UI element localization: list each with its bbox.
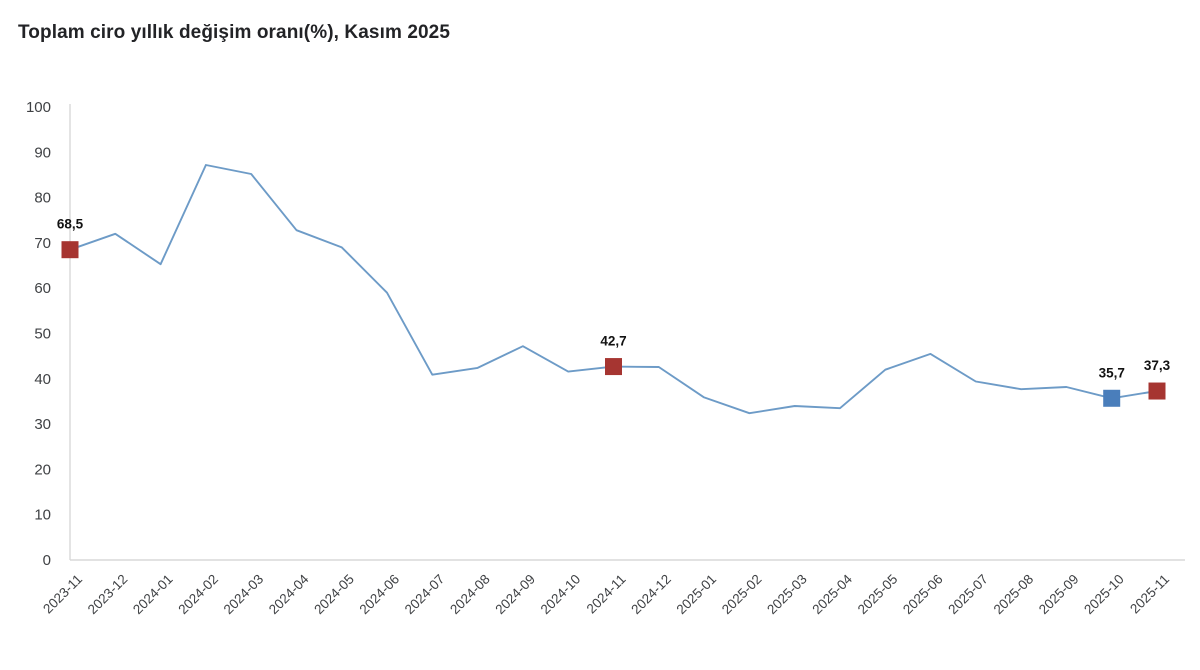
y-axis-tick-label: 60 (34, 280, 51, 297)
x-axis-tick-label: 2024-02 (175, 572, 221, 618)
y-axis-tick-label: 70 (34, 235, 51, 252)
y-axis-tick-label: 30 (34, 416, 51, 433)
x-axis-tick-label: 2025-01 (674, 572, 720, 618)
y-axis-tick-label: 90 (34, 144, 51, 161)
x-axis-tick-label: 2024-11 (584, 572, 629, 617)
x-axis-tick-label: 2023-12 (85, 572, 131, 618)
x-axis-tick-label: 2024-07 (402, 572, 448, 618)
x-axis-tick-label: 2024-08 (447, 572, 493, 618)
y-axis-tick-label: 100 (26, 99, 51, 116)
y-axis-tick-label: 40 (34, 371, 51, 388)
y-axis-tick-label: 20 (34, 461, 51, 478)
x-axis-tick-label: 2023-11 (40, 572, 85, 617)
x-axis-tick-label: 2025-04 (809, 571, 855, 617)
x-axis-tick-label: 2024-09 (492, 572, 538, 618)
y-axis-tick-label: 10 (34, 507, 51, 524)
x-axis-tick-label: 2025-07 (945, 572, 991, 618)
x-axis-tick-label: 2024-10 (538, 572, 584, 618)
x-axis-tick-label: 2024-04 (266, 571, 312, 617)
trend-line (69, 164, 1158, 415)
x-axis-tick-label: 2025-09 (1036, 572, 1082, 618)
x-axis-tick-label: 2024-06 (357, 572, 403, 618)
x-axis-tick-label: 2024-03 (221, 572, 267, 618)
data-marker (61, 241, 79, 259)
x-axis-tick-label: 2024-12 (628, 572, 674, 618)
data-label: 42,7 (600, 334, 626, 349)
y-axis-tick-label: 80 (34, 190, 51, 207)
x-axis-tick-label: 2024-01 (130, 572, 176, 618)
data-label: 68,5 (57, 217, 84, 232)
x-axis-tick-label: 2025-06 (900, 572, 946, 618)
x-axis-tick-label: 2025-03 (764, 572, 810, 618)
data-marker (1103, 389, 1121, 407)
y-axis-tick-label: 0 (43, 552, 51, 569)
x-axis-tick-label: 2025-02 (719, 572, 765, 618)
x-axis-tick-label: 2025-10 (1081, 572, 1127, 618)
x-axis-tick-label: 2025-11 (1127, 572, 1172, 617)
data-marker (1148, 382, 1166, 400)
data-label: 35,7 (1099, 365, 1125, 380)
y-axis-tick-label: 50 (34, 326, 51, 343)
x-axis-tick-label: 2024-05 (311, 572, 357, 618)
data-marker (605, 358, 622, 376)
data-label: 37,3 (1144, 358, 1171, 373)
chart-title: Toplam ciro yıllık değişim oranı(%), Kas… (18, 22, 450, 43)
x-axis-tick-label: 2025-05 (855, 572, 901, 618)
x-axis-tick-label: 2025-08 (991, 572, 1037, 618)
